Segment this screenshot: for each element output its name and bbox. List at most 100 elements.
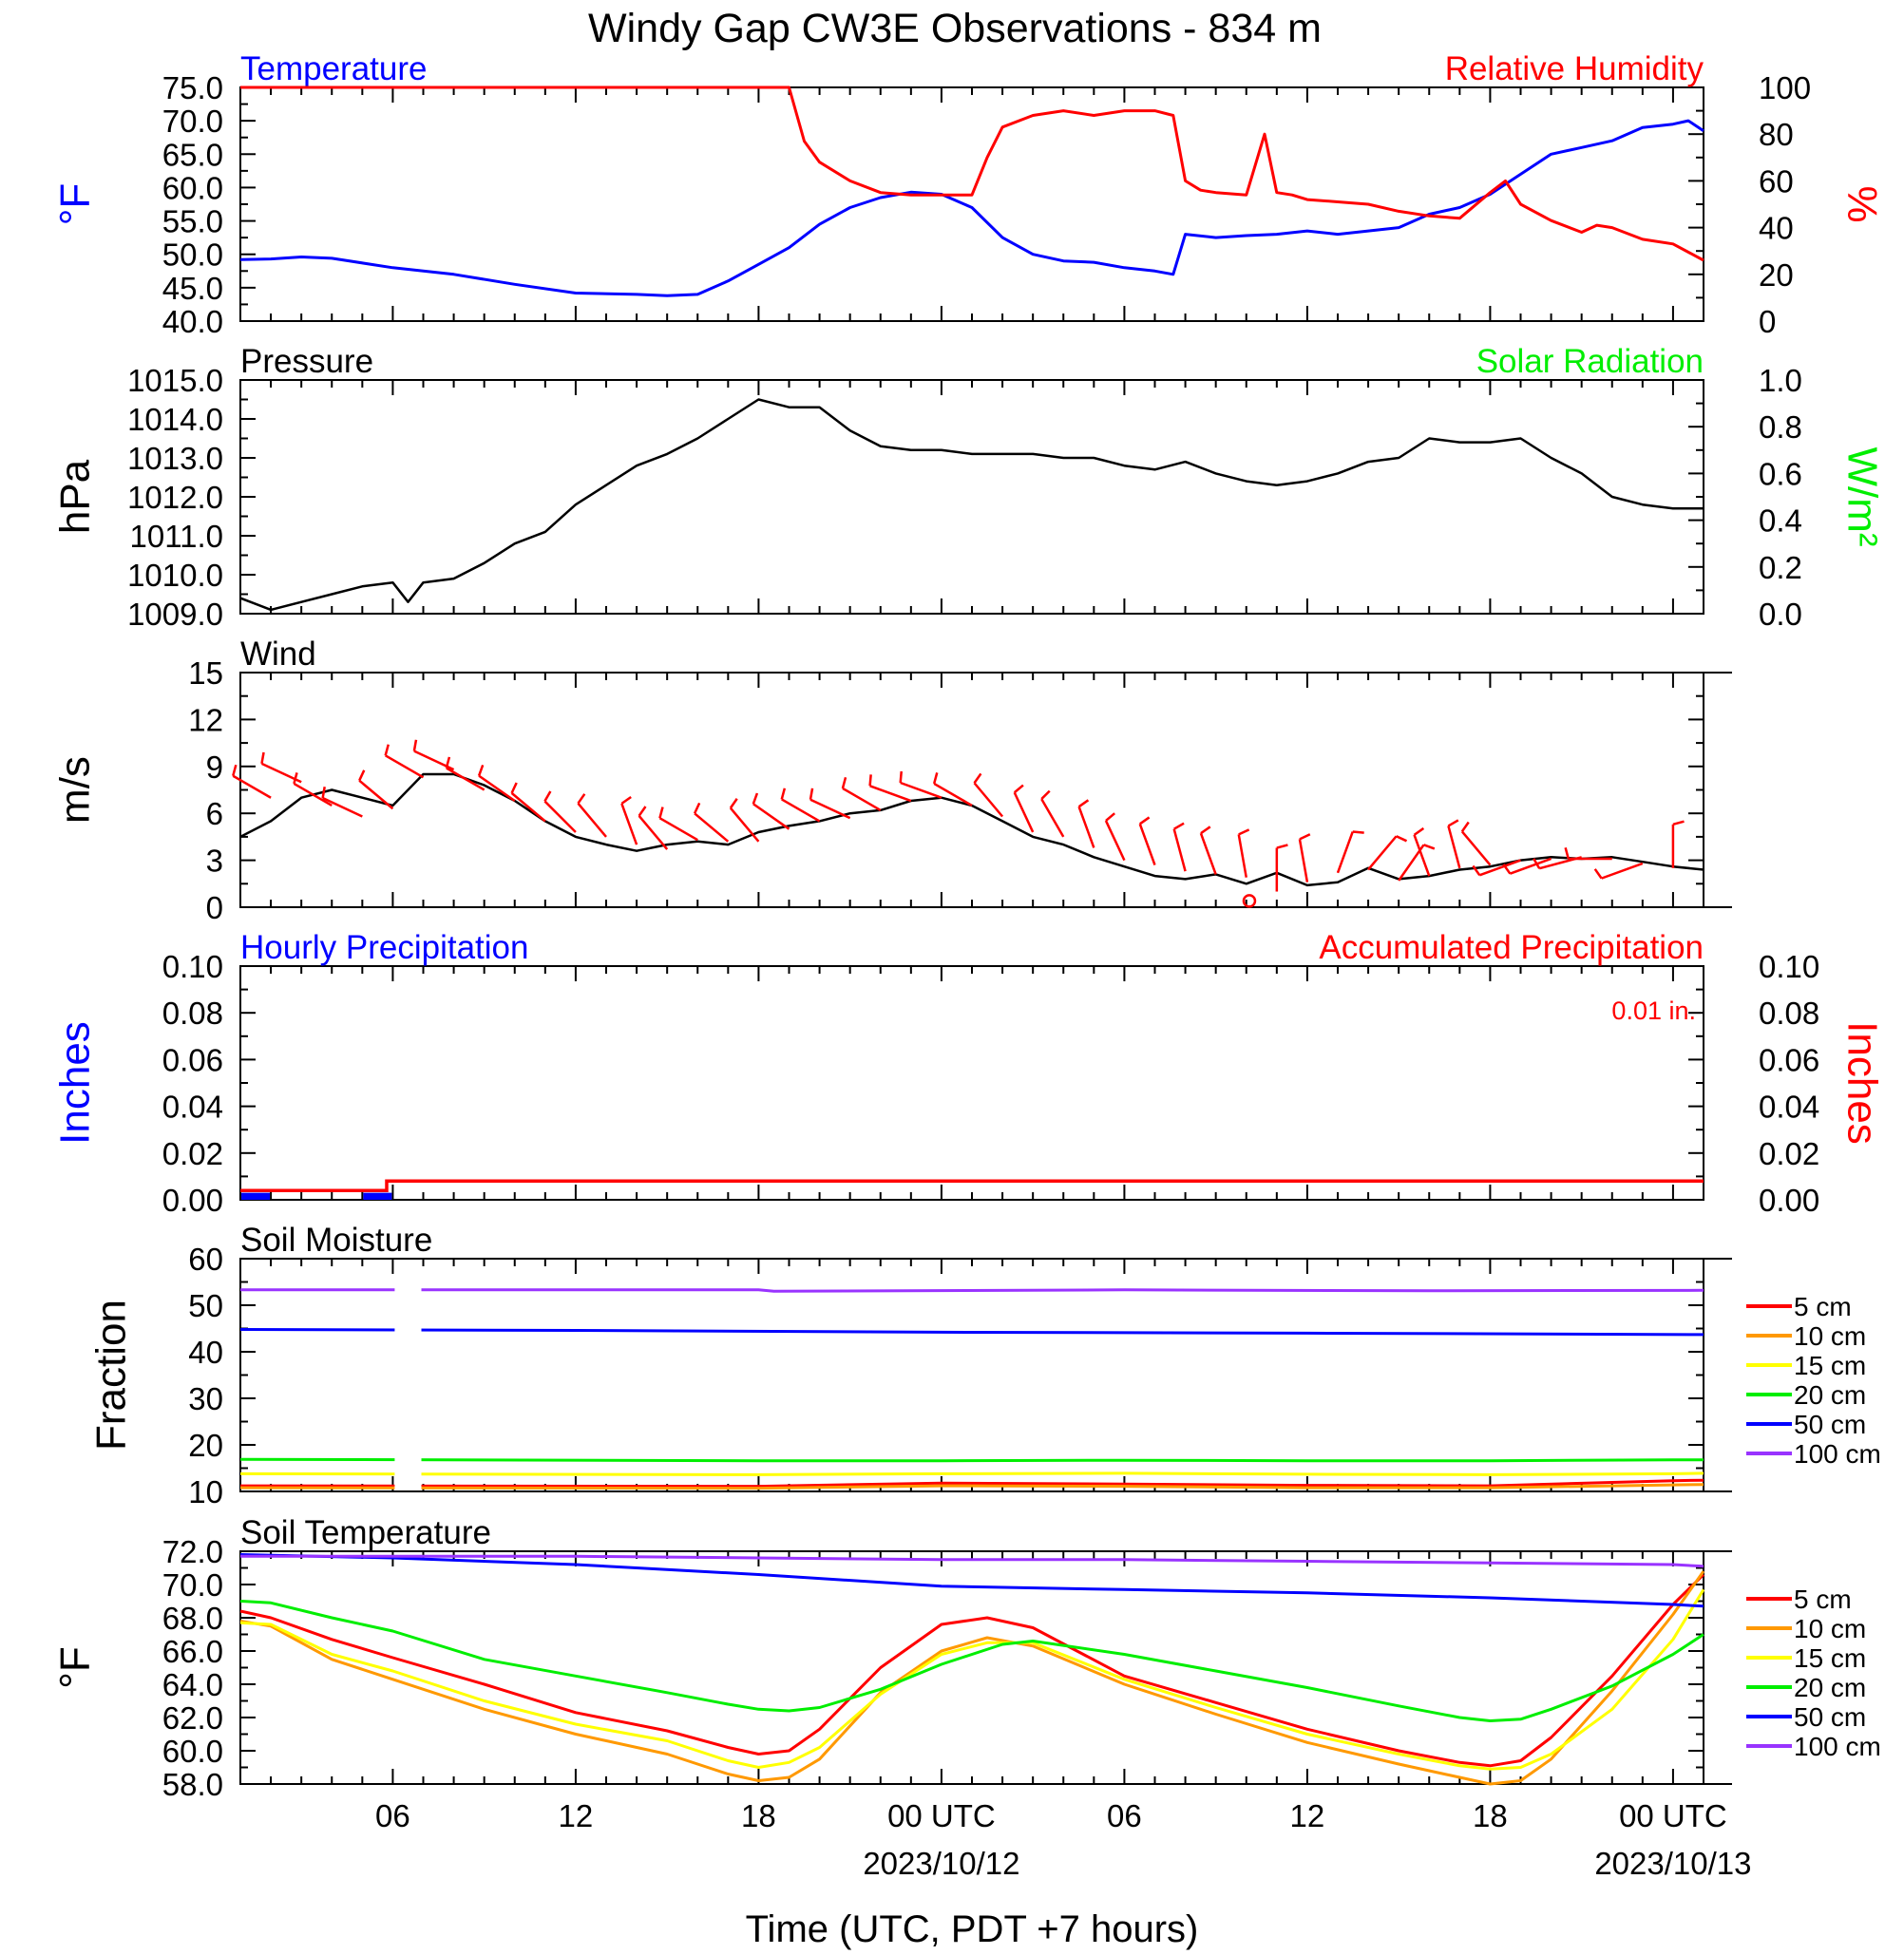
x-tick-label: 18 <box>741 1798 776 1833</box>
wind-barb <box>385 754 425 779</box>
wind-barb <box>1478 859 1521 877</box>
wind-barb-flag <box>1472 864 1481 877</box>
wind-barb-flag <box>260 751 265 765</box>
legend-label: 50 cm <box>1794 1702 1866 1732</box>
y-right-tick-label: 0.0 <box>1759 597 1802 632</box>
y-tick-label: 0.00 <box>162 1183 223 1218</box>
panel-soil-temperature: 58.060.062.064.066.068.070.072.0 Soil Tem… <box>52 1514 1881 1802</box>
legend-label: 10 cm <box>1794 1614 1866 1643</box>
wind-barb <box>510 791 546 823</box>
y-tick-label: 9 <box>206 750 223 785</box>
y-tick-label: 70.0 <box>162 1567 223 1603</box>
legend-label: 100 cm <box>1794 1439 1881 1469</box>
legend-label: 10 cm <box>1794 1321 1866 1351</box>
y-tick-label: 40.0 <box>162 304 223 339</box>
y-right-tick-label: 0.08 <box>1759 996 1819 1031</box>
series-line <box>239 1588 1705 1771</box>
x-tick-label: 06 <box>1107 1798 1142 1833</box>
wind-barb <box>1104 820 1126 862</box>
y-tick-label: 1012.0 <box>127 480 223 515</box>
y-tick-label: 1009.0 <box>127 597 223 632</box>
panel-temperature-rh: 40.045.050.055.060.065.070.075.0 0 20 40 60 8… <box>52 50 1886 339</box>
wind-barb <box>900 781 942 799</box>
series-line <box>239 772 1704 887</box>
wind-barb <box>478 774 516 803</box>
y-axis-right-label: Inches <box>1838 1021 1885 1145</box>
y-axis-label: °F <box>52 1646 99 1688</box>
wind-barb <box>1509 857 1552 875</box>
wind-barb-flag <box>1593 868 1603 880</box>
wind-barb <box>1298 839 1309 883</box>
wind-barb <box>322 796 363 818</box>
wind-barb-flag <box>729 798 738 809</box>
y-tick-label: 1015.0 <box>127 363 223 398</box>
y-right-tick-label: 0 <box>1759 304 1776 339</box>
y-tick-label: 15 <box>188 655 223 691</box>
wind-barb-flag <box>1040 789 1051 800</box>
panel-title: Hourly Precipitation <box>240 929 528 966</box>
wind-barb-flag <box>1672 820 1685 826</box>
wind-barb-flag <box>1423 844 1436 850</box>
y-tick-label: 60 <box>188 1242 223 1277</box>
y-right-tick-label: 100 <box>1759 70 1811 105</box>
y-right-tick-label: 0.00 <box>1759 1183 1819 1218</box>
wind-barb-flag <box>293 772 298 785</box>
wind-barb <box>869 785 912 803</box>
wind-barb-flag <box>780 788 787 800</box>
y-right-tick-label: 0.2 <box>1759 550 1802 585</box>
wind-barb <box>1367 835 1398 871</box>
data-gap <box>394 1281 422 1490</box>
wind-barb <box>232 774 272 799</box>
wind-barb <box>620 803 638 845</box>
wind-barb-flag <box>510 782 518 794</box>
panel-title: Temperature <box>240 50 427 87</box>
wind-barb <box>1413 834 1431 877</box>
y-right-tick-label: 0.10 <box>1759 949 1819 984</box>
y-tick-label: 50.0 <box>162 237 223 273</box>
y-tick-label: 0.06 <box>162 1042 223 1077</box>
wind-barb <box>752 803 790 830</box>
y-axis-right-label: W/m² <box>1838 446 1885 546</box>
y-tick-label: 6 <box>206 796 223 831</box>
y-tick-label: 40 <box>188 1335 223 1370</box>
y-tick-label: 1014.0 <box>127 402 223 437</box>
series-line <box>239 119 1704 297</box>
figure-title: Windy Gap CW3E Observations - 834 m <box>588 6 1322 51</box>
hourly-precip-bar <box>363 1192 392 1200</box>
series-line <box>239 1457 1704 1463</box>
y-tick-label: 68.0 <box>162 1601 223 1636</box>
plot-frame <box>239 1258 1704 1492</box>
wind-barb-flag <box>658 807 664 819</box>
plot-frame <box>239 672 1704 908</box>
wind-barb <box>809 798 851 820</box>
wind-barb-flag <box>1299 833 1311 841</box>
y-axis-label: hPa <box>52 459 99 534</box>
y-right-tick-label: 80 <box>1759 117 1794 152</box>
plot-frame <box>239 86 1704 322</box>
x-tick-label: 12 <box>559 1798 594 1833</box>
legend-label: 100 cm <box>1794 1732 1881 1761</box>
wind-barb <box>1601 862 1644 880</box>
series-line <box>239 1328 1704 1337</box>
wind-barb <box>658 817 698 842</box>
x-tick-label: 12 <box>1290 1798 1325 1833</box>
wind-barb-flag <box>1413 826 1425 836</box>
y-axis-label: m/s <box>52 756 99 824</box>
y-tick-label: 0 <box>206 890 223 925</box>
wind-barb-flag <box>1276 844 1288 849</box>
series-line <box>240 1554 1704 1568</box>
series-line <box>239 1570 1705 1786</box>
wind-barb <box>1199 832 1217 875</box>
wind-barb <box>1172 828 1187 872</box>
plot-frame <box>239 379 1704 615</box>
y-right-tick-label: 0.06 <box>1759 1042 1819 1077</box>
hourly-precip-bar <box>241 1192 271 1200</box>
legend-label: 15 cm <box>1794 1351 1866 1380</box>
wind-barb-flag <box>445 756 451 769</box>
wind-barb-flag <box>899 770 903 784</box>
series-line <box>240 1288 1704 1293</box>
x-tick-label: 06 <box>375 1798 410 1833</box>
wind-barb <box>1138 823 1156 865</box>
